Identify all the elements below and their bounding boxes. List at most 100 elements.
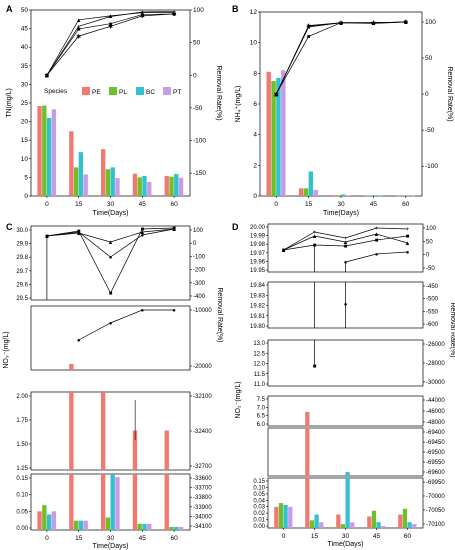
bar-pl bbox=[42, 105, 47, 196]
bar-bc bbox=[46, 117, 52, 196]
panel-c-segment-frame bbox=[30, 225, 191, 301]
panel-d-y-tick-label: 7.5 bbox=[257, 397, 266, 403]
panel-a-y-tick-label: 40 bbox=[21, 44, 29, 51]
panel-d-y-tick-label: 6.0 bbox=[257, 422, 266, 428]
panel-d-removal-marker: ■ bbox=[282, 248, 286, 254]
panel-d-removal-marker: ■ bbox=[313, 364, 317, 370]
bar-pe bbox=[398, 514, 403, 528]
panel-a-removal-marker: ▲ bbox=[108, 14, 114, 20]
panel-c-removal-line bbox=[46, 227, 175, 294]
panel-a-removal-marker: + bbox=[172, 10, 176, 16]
panel-b-y-tick-label: 10 bbox=[250, 40, 258, 47]
panel-d-x-tick-label: 30 bbox=[342, 533, 350, 540]
panel-d-removal-marker: ■ bbox=[406, 234, 410, 240]
panel-c-y-tick-label: 29.6 bbox=[16, 282, 28, 288]
panel-d-y-tick-label: 0.03 bbox=[253, 505, 265, 511]
panel-a-y-tick-label: 30 bbox=[21, 81, 29, 88]
panel-a-removal-marker: + bbox=[77, 25, 81, 31]
panel-d-y2-tick-label: -550 bbox=[426, 309, 439, 315]
panel-a-y2-tick-label: 100 bbox=[193, 7, 204, 14]
panel-b-removal-line bbox=[275, 21, 406, 95]
panel-c-removal-marker: ▲ bbox=[171, 227, 177, 233]
panel-a-removal-line bbox=[46, 13, 175, 76]
panel-a-removal-line bbox=[46, 10, 175, 76]
panel-a-removal-marker: ■ bbox=[109, 22, 113, 28]
panel-d-segment-frame bbox=[267, 427, 424, 477]
panel-c-y2-tick-label: -20000 bbox=[193, 364, 212, 370]
panel-a-legend-title: Species bbox=[44, 88, 68, 95]
bar-bc bbox=[276, 77, 281, 196]
panel-a-removal-marker: ■ bbox=[172, 12, 176, 18]
bar-pl bbox=[402, 508, 408, 528]
panel-a-y2-tick-label: 50 bbox=[193, 40, 201, 47]
bar-pt bbox=[288, 506, 293, 528]
panel-d-y-tick-label: 19.82 bbox=[250, 304, 266, 310]
panel-b-removal-line bbox=[275, 21, 406, 95]
panel-d-y-tick-label: 0.00 bbox=[253, 524, 265, 530]
panel-c-y2-tick-label: -32700 bbox=[193, 464, 212, 470]
legend-swatch-pe bbox=[82, 87, 90, 95]
panel-a-y-tick-label: 10 bbox=[21, 156, 29, 163]
panel-a-y-tick-label: 20 bbox=[21, 119, 29, 126]
panel-c-y2-tick-label: -33700 bbox=[193, 486, 212, 492]
bar-pe bbox=[132, 430, 138, 470]
panel-c-removal-marker: ● bbox=[140, 233, 144, 239]
panel-a-removal-marker: ▲ bbox=[171, 11, 177, 17]
panel-a-removal-marker: ▲ bbox=[139, 11, 145, 17]
panel-a-removal-marker: ✱ bbox=[108, 24, 113, 31]
bar-pl bbox=[169, 176, 174, 196]
panel-c-y2-tick-label: 0 bbox=[193, 241, 197, 247]
panel-d-removal-line bbox=[283, 233, 408, 251]
panel-c-y2-tick-label: -100 bbox=[193, 254, 206, 260]
panel-d-removal-marker: ▲ bbox=[312, 234, 318, 240]
panel-b-y-tick-label: 4 bbox=[253, 132, 257, 139]
panel-a-y-tick-label: 5 bbox=[24, 174, 28, 181]
bar-pt bbox=[147, 523, 152, 530]
bar-pl bbox=[340, 524, 346, 528]
panel-d-removal-line bbox=[345, 251, 408, 263]
bar-pt bbox=[178, 177, 184, 196]
panel-d-x-tick-label: 45 bbox=[373, 533, 381, 540]
panel-c-y2-tick-label: -33800 bbox=[193, 495, 212, 501]
panel-d-removal-marker: ▲ bbox=[281, 248, 287, 254]
panel-d-y-tick-label: 19.81 bbox=[250, 314, 266, 320]
panel-a-x-tick-label: 45 bbox=[139, 201, 147, 208]
panel-c-y2-tick-label: -300 bbox=[193, 281, 206, 287]
panel-b-removal-marker: ▲ bbox=[370, 21, 376, 27]
bar-pe bbox=[100, 392, 106, 470]
bar-pl bbox=[137, 523, 142, 530]
bar-pe bbox=[367, 516, 372, 528]
bar-pl bbox=[169, 526, 174, 530]
panel-d-y2-label: Removal Rate(%) bbox=[449, 302, 455, 357]
legend-label-pl: PL bbox=[119, 89, 127, 96]
panel-b-y-tick-label: 8 bbox=[253, 70, 257, 77]
panel-d-removal-marker: ▲ bbox=[405, 241, 411, 247]
panel-c-y2-tick-label: -200 bbox=[193, 268, 206, 274]
panel-b-y-tick-label: 6 bbox=[253, 101, 257, 108]
panel-b-removal-marker: + bbox=[274, 92, 278, 98]
panel-d-y2-tick-label: 50 bbox=[426, 239, 433, 245]
panel-c-y2-tick-label: -32400 bbox=[193, 429, 212, 435]
panel-c-y-tick-label: 29.8 bbox=[16, 255, 28, 261]
panel-d-y2-tick-label: -69950 bbox=[426, 480, 445, 486]
panel-a-removal-marker: + bbox=[45, 73, 49, 79]
panel-d-removal-marker: ▲ bbox=[374, 232, 380, 238]
panel-d-y2-tick-label: 100 bbox=[426, 226, 437, 232]
bar-pe bbox=[37, 511, 42, 530]
bar-pt bbox=[319, 522, 324, 528]
panel-d-y-tick-label: 12.5 bbox=[253, 351, 265, 357]
panel-d-y2-tick-label: -70100 bbox=[426, 522, 445, 528]
panel-a-y-tick-label: 0 bbox=[24, 193, 28, 200]
panel-label-a: A bbox=[6, 4, 13, 14]
bar-pt bbox=[345, 195, 351, 196]
bar-pe bbox=[331, 195, 336, 196]
panel-b-y2-label: Removal Rate(%) bbox=[446, 66, 453, 121]
panel-a-x-tick-label: 30 bbox=[107, 201, 115, 208]
panel-b-y2-tick-label: 0 bbox=[425, 91, 429, 98]
panel-c-removal-marker: ▲ bbox=[76, 231, 82, 237]
panel-d-y2-tick-label: -69550 bbox=[426, 460, 445, 466]
panel-b-removal-marker: ✱ bbox=[306, 23, 311, 30]
panel-c-removal-line bbox=[46, 228, 175, 243]
panel-c-removal-marker: ● bbox=[77, 338, 81, 344]
panel-c-y-tick-label: 30.0 bbox=[16, 228, 28, 234]
